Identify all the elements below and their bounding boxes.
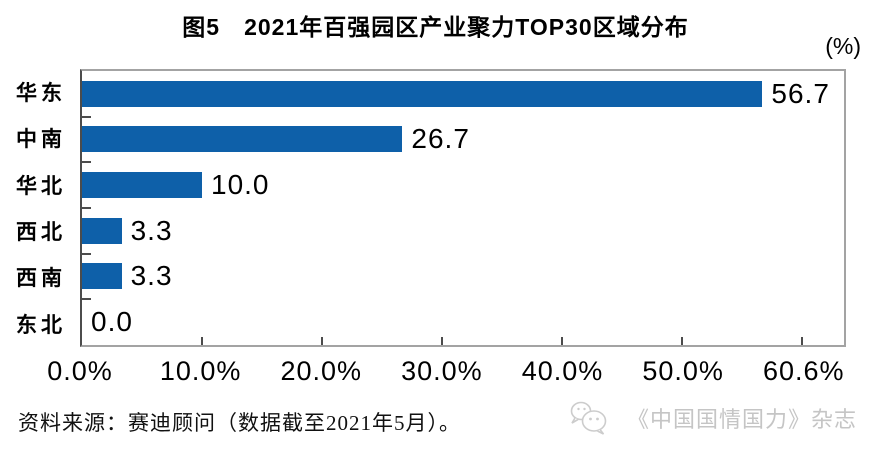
chart-title: 图5 2021年百强园区产业聚力TOP30区域分布 [182, 14, 689, 40]
category-label: 华北 [16, 174, 66, 198]
category-axis: 华东 中南 华北 西北 西南 东北 [0, 69, 78, 347]
x-tick-label: 10.0% [159, 356, 242, 386]
bar-row: 56.7 [82, 71, 844, 117]
value-label: 10.0 [211, 169, 270, 201]
category-label: 西南 [16, 267, 66, 291]
watermark-text: 《中国国情国力》杂志 [626, 407, 857, 432]
axis-unit-label: (%) [825, 33, 861, 59]
value-label: 0.0 [91, 306, 133, 338]
bar-row: 26.7 [82, 117, 844, 163]
bar [82, 80, 763, 107]
bar [82, 263, 122, 290]
value-label: 56.7 [771, 77, 830, 109]
value-label: 3.3 [130, 214, 173, 246]
category-label: 华东 [16, 82, 66, 106]
x-tick-label: 50.0% [642, 356, 724, 386]
bar-row: 0.0 [82, 299, 844, 345]
bar-row: 10.0 [82, 162, 844, 208]
source-note: 资料来源：赛迪顾问（数据截至2021年5月）。 [18, 411, 461, 435]
x-tick-label: 40.0% [521, 356, 604, 386]
bar-row: 3.3 [82, 254, 844, 300]
x-tick-mark [561, 337, 563, 345]
x-tick-label: 30.0% [401, 356, 483, 386]
wechat-icon [570, 401, 607, 435]
x-tick-mark [441, 337, 443, 345]
bar [82, 217, 122, 244]
value-label: 26.7 [411, 123, 470, 155]
category-label: 中南 [16, 128, 66, 152]
x-tick-label: 20.0% [280, 356, 363, 386]
x-tick-label: 0.0% [47, 356, 113, 386]
y-tick-mark [82, 207, 91, 209]
x-tick-mark [201, 337, 203, 345]
x-tick-mark [321, 337, 323, 345]
x-axis: 0.0% 10.0% 20.0% 30.0% 40.0% 50.0% 60.6% [47, 356, 846, 396]
value-label: 3.3 [130, 260, 173, 292]
bar [82, 126, 403, 153]
category-label: 东北 [16, 313, 66, 337]
x-tick-label: 60.6% [762, 356, 845, 386]
y-tick-mark [82, 252, 91, 255]
y-tick-mark [82, 161, 91, 164]
x-tick-mark [801, 337, 803, 345]
plot-area: 56.7 26.7 10.0 3.3 3.3 0.0 [80, 69, 846, 347]
watermark: 《中国国情国力》杂志 [567, 399, 857, 437]
category-label: 西北 [16, 221, 66, 245]
x-tick-mark [681, 337, 683, 345]
y-tick-mark [82, 115, 91, 118]
bar [82, 172, 202, 199]
y-tick-mark [82, 298, 91, 301]
bar-row: 3.3 [82, 208, 844, 254]
